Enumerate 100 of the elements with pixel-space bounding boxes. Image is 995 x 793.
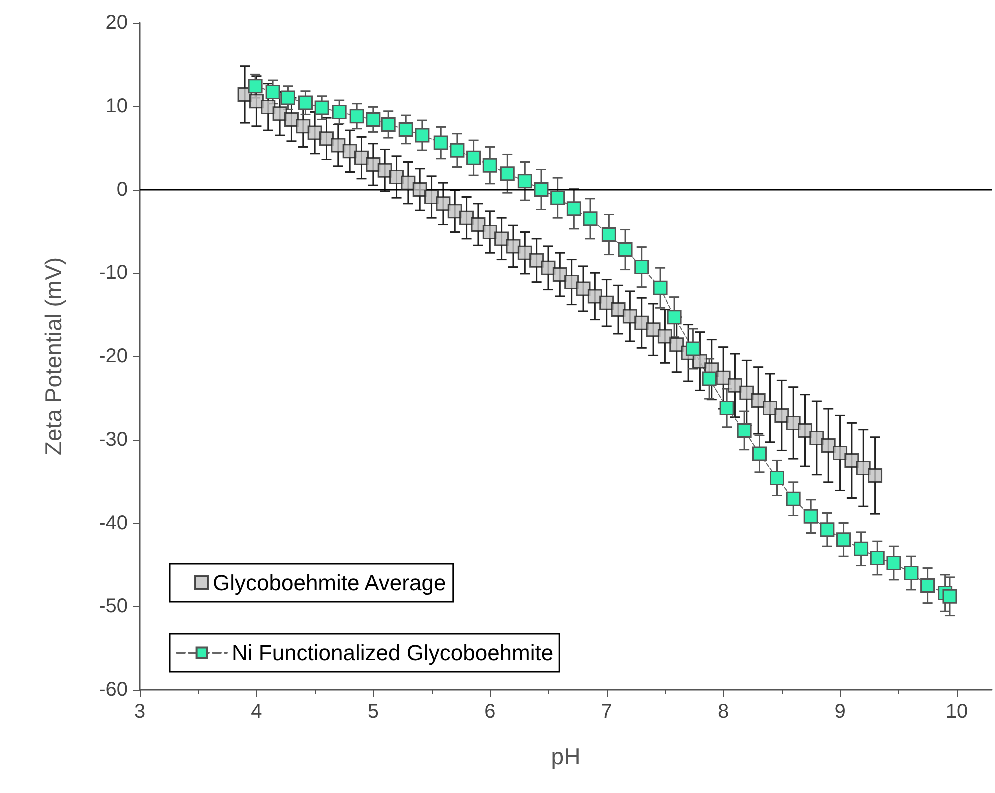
point: [576, 282, 591, 296]
point: [434, 136, 448, 150]
legend-label: Glycoboehmite Average: [213, 570, 446, 596]
x-tick-label: 7: [601, 701, 612, 723]
x-tick-label: 6: [484, 701, 496, 723]
point: [331, 138, 346, 153]
point: [518, 246, 532, 260]
point: [518, 174, 532, 189]
point: [482, 158, 498, 173]
point: [821, 438, 836, 453]
point: [942, 589, 958, 604]
point: [670, 338, 684, 352]
point: [618, 242, 633, 258]
x-tick-label: 5: [368, 701, 379, 723]
point: [600, 296, 614, 310]
point: [415, 128, 430, 143]
point: [751, 393, 766, 408]
point: [868, 468, 883, 483]
point: [720, 400, 734, 416]
point: [870, 551, 885, 566]
point: [770, 470, 784, 486]
point: [836, 532, 852, 548]
point: [314, 100, 330, 116]
point: [248, 79, 263, 94]
point: [436, 196, 451, 212]
y-tick-label: -60: [99, 679, 128, 701]
y-tick-label: 20: [106, 12, 128, 34]
point: [804, 509, 818, 524]
point: [350, 109, 364, 124]
point: [482, 225, 498, 240]
point: [798, 423, 813, 438]
point: [752, 446, 767, 462]
point: [466, 150, 482, 166]
point: [401, 176, 416, 190]
point: [786, 416, 801, 430]
point: [564, 275, 580, 290]
y-tick-label: 0: [116, 178, 128, 201]
point: [552, 268, 568, 282]
point: [602, 228, 616, 242]
point: [500, 166, 515, 182]
point: [611, 302, 626, 318]
point: [702, 372, 717, 386]
point: [737, 423, 752, 438]
x-tick-label: 3: [134, 701, 146, 723]
point: [366, 112, 381, 127]
point: [886, 556, 902, 571]
x-tick-label: 10: [946, 701, 968, 723]
point: [786, 492, 801, 506]
point: [261, 100, 276, 114]
point: [920, 578, 936, 594]
point: [448, 204, 462, 219]
point: [634, 260, 650, 275]
point: [494, 232, 510, 246]
y-axis-title: Zeta Potential (mV): [40, 257, 66, 456]
y-tick-label: -10: [99, 262, 128, 284]
point: [774, 408, 790, 423]
point: [366, 157, 381, 172]
x-tick-label: 8: [718, 701, 730, 723]
point: [530, 253, 544, 268]
point: [450, 143, 465, 158]
y-tick-label: -50: [99, 596, 128, 618]
point: [249, 94, 264, 109]
point: [541, 260, 556, 276]
point: [583, 212, 598, 226]
point: [412, 182, 428, 197]
point: [646, 322, 661, 338]
point: [332, 104, 347, 120]
point: [471, 218, 486, 232]
point: [833, 446, 848, 460]
point: [296, 119, 311, 134]
x-axis-title: pH: [551, 744, 581, 770]
point: [506, 239, 521, 254]
point: [550, 190, 566, 206]
point: [319, 132, 334, 146]
point: [658, 329, 672, 344]
point: [820, 522, 835, 538]
point: [588, 289, 602, 304]
point: [342, 144, 358, 159]
point: [686, 342, 700, 356]
point: [298, 96, 313, 110]
point: [810, 430, 824, 446]
point: [634, 316, 650, 330]
point: [280, 90, 296, 106]
point: [667, 310, 682, 325]
point: [762, 400, 778, 416]
point: [728, 378, 742, 393]
point: [653, 280, 668, 296]
point: [284, 112, 299, 127]
y-tick-label: -20: [99, 346, 128, 368]
y-tick-label: -40: [99, 512, 128, 534]
legend-label: Ni Functionalized Glycoboehmite: [232, 640, 554, 666]
point: [566, 202, 582, 216]
point: [740, 386, 754, 400]
y-tick-label: -30: [99, 428, 128, 451]
y-tick-label: 10: [106, 95, 128, 118]
point: [622, 309, 638, 324]
point: [844, 453, 860, 468]
point: [378, 163, 392, 178]
point: [381, 117, 396, 132]
point: [398, 122, 414, 137]
